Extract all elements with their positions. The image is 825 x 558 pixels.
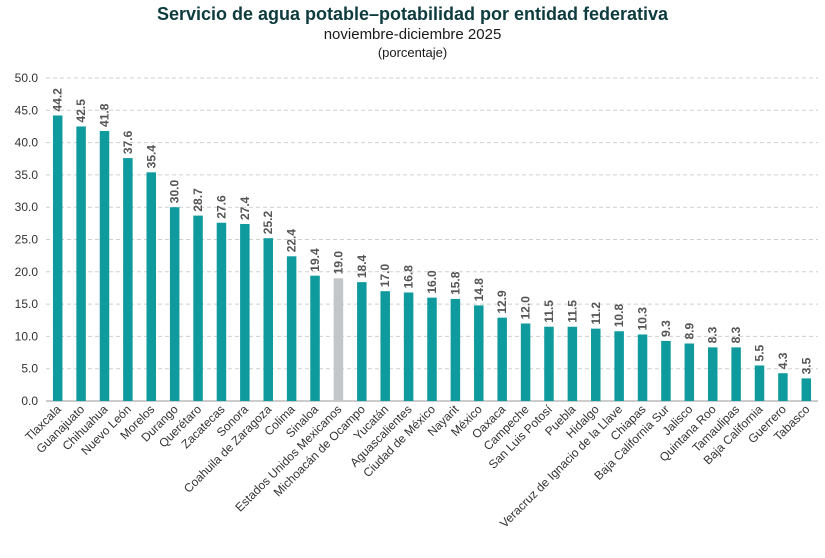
chart-unit-label: (porcentaje) [377, 45, 448, 60]
y-tick-label: 20.0 [15, 265, 39, 279]
bar [357, 282, 367, 401]
chart-subtitle: noviembre-diciembre 2025 [323, 26, 502, 43]
bar [778, 373, 788, 401]
data-label: 27.4 [238, 196, 252, 220]
bar [403, 292, 414, 401]
bar [240, 223, 250, 401]
data-label: 9.3 [659, 320, 673, 337]
data-label: 8.9 [682, 322, 696, 339]
data-label: 30.0 [168, 180, 182, 204]
bars [52, 115, 812, 402]
y-tick-label: 45.0 [15, 103, 39, 117]
y-tick-label: 15.0 [15, 297, 39, 311]
bar [169, 207, 180, 401]
bar [286, 256, 297, 401]
data-label: 37.6 [121, 130, 135, 154]
bar [614, 331, 624, 401]
bar [801, 378, 812, 401]
bar [52, 115, 63, 401]
data-label: 10.3 [636, 307, 650, 331]
data-label: 19.0 [331, 251, 345, 275]
bar [520, 323, 531, 401]
bar [754, 365, 765, 401]
bar [99, 130, 110, 402]
chart-title: Servicio de agua potable–potabilidad por… [156, 4, 669, 24]
y-tick-label: 10.0 [15, 329, 39, 343]
bar [497, 317, 507, 401]
bar [380, 291, 390, 401]
data-label: 5.5 [753, 344, 767, 361]
data-label: 41.8 [97, 103, 111, 127]
data-label: 42.5 [74, 99, 88, 123]
data-label: 19.4 [308, 248, 322, 272]
data-label: 12.0 [519, 296, 533, 320]
data-labels: 44.2 42.5 41.8 37.6 35.4 30.0 28.7 27.6 27.4 25.2… [51, 88, 814, 375]
data-label: 27.6 [214, 195, 228, 219]
data-label: 8.3 [706, 326, 720, 343]
bar [146, 172, 157, 401]
data-label: 12.9 [495, 290, 509, 314]
data-label: 3.5 [799, 357, 813, 374]
data-label: 25.2 [261, 211, 275, 235]
bar [544, 326, 554, 401]
data-label: 15.8 [448, 271, 462, 295]
data-label: 22.4 [285, 229, 299, 253]
data-label: 16.0 [425, 270, 439, 294]
data-label: 17.0 [378, 263, 392, 287]
bar [707, 347, 718, 401]
bar [474, 305, 484, 401]
data-label: 4.3 [776, 352, 790, 369]
y-tick-label: 0.0 [21, 394, 38, 408]
data-label: 10.8 [612, 304, 626, 328]
bar [450, 298, 461, 401]
y-tick-label: 30.0 [15, 200, 39, 214]
data-label: 14.8 [472, 278, 486, 302]
data-label: 11.2 [589, 302, 603, 325]
bar [731, 347, 741, 401]
bar [567, 326, 578, 401]
data-label: 28.7 [191, 188, 205, 212]
bar [684, 343, 695, 401]
bar [591, 328, 601, 401]
bar [637, 334, 648, 401]
y-tick-label: 35.0 [15, 168, 39, 182]
y-tick-label: 40.0 [15, 136, 39, 150]
data-label: 18.4 [355, 254, 369, 278]
data-label: 16.8 [402, 265, 416, 289]
y-tick-label: 5.0 [21, 362, 38, 376]
y-tick-label: 25.0 [15, 233, 39, 247]
data-label: 11.5 [565, 300, 579, 323]
bar [123, 158, 133, 401]
bar [216, 222, 227, 401]
bar [193, 215, 203, 401]
y-tick-label: 50.0 [15, 71, 39, 85]
bar [263, 238, 273, 401]
bar [76, 126, 86, 401]
bar [310, 275, 320, 401]
bar [427, 297, 437, 401]
data-label: 35.4 [144, 145, 158, 169]
data-label: 44.2 [51, 88, 65, 112]
bar [333, 278, 344, 401]
data-label: 11.5 [542, 300, 556, 323]
data-label: 8.3 [729, 326, 743, 343]
bar [661, 340, 671, 401]
